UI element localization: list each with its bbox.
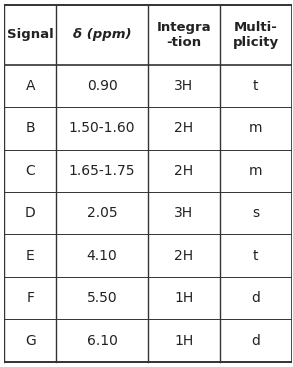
Text: t: t [253,249,258,263]
Text: B: B [25,121,35,135]
Text: δ (ppm): δ (ppm) [73,28,131,41]
Text: 2H: 2H [174,249,193,263]
Text: Integra
-tion: Integra -tion [156,21,211,49]
Text: 1.50-1.60: 1.50-1.60 [69,121,135,135]
Text: 1H: 1H [174,291,193,305]
Text: m: m [249,121,263,135]
Text: F: F [26,291,34,305]
Text: 1.65-1.75: 1.65-1.75 [69,164,135,178]
Text: 3H: 3H [174,206,193,220]
Text: 1H: 1H [174,334,193,348]
Text: A: A [25,79,35,93]
Text: C: C [25,164,35,178]
Text: d: d [251,334,260,348]
Text: E: E [26,249,35,263]
Text: 6.10: 6.10 [86,334,117,348]
Text: 4.10: 4.10 [87,249,117,263]
Text: m: m [249,164,263,178]
Text: G: G [25,334,35,348]
Text: s: s [252,206,259,220]
Text: D: D [25,206,35,220]
Text: 2.05: 2.05 [87,206,117,220]
Text: Signal: Signal [7,28,54,41]
Text: t: t [253,79,258,93]
Text: Multi-
plicity: Multi- plicity [233,21,279,49]
Text: 2H: 2H [174,164,193,178]
Text: 0.90: 0.90 [87,79,117,93]
Text: 3H: 3H [174,79,193,93]
Text: 2H: 2H [174,121,193,135]
Text: d: d [251,291,260,305]
Text: 5.50: 5.50 [87,291,117,305]
